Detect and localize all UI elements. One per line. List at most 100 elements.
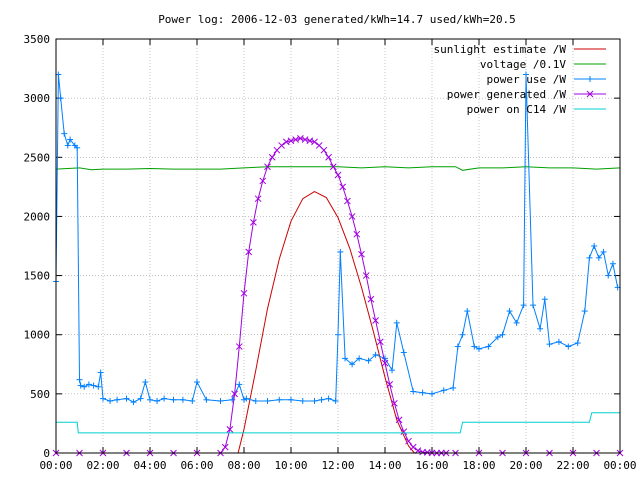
marker-d2 xyxy=(221,443,229,451)
data-point xyxy=(64,142,71,149)
data-point xyxy=(325,153,332,161)
data-point xyxy=(221,443,229,451)
marker-d2 xyxy=(367,295,375,303)
marker-d2 xyxy=(329,163,337,171)
x-tick-label: 04:00 xyxy=(133,459,166,472)
x-tick-label: 20:00 xyxy=(509,459,542,472)
data-point xyxy=(61,130,68,137)
data-point xyxy=(130,399,137,406)
x-tick-label: 12:00 xyxy=(321,459,354,472)
data-point xyxy=(339,183,347,191)
y-tick-label: 1000 xyxy=(24,329,51,342)
legend-label-3: power generated /W xyxy=(447,88,567,101)
data-point xyxy=(499,331,506,338)
marker-d2 xyxy=(344,197,351,205)
series-4 xyxy=(56,412,620,434)
data-point xyxy=(189,397,196,404)
marker-d2 xyxy=(339,183,347,191)
data-point xyxy=(348,213,356,220)
data-point xyxy=(376,338,384,346)
data-point xyxy=(391,399,398,407)
data-point xyxy=(217,397,224,404)
x-axis: 00:00 02:00 04:00 06:00 08:00 10:00 12:00 14:00… xyxy=(39,39,637,472)
data-point xyxy=(154,397,161,404)
data-point xyxy=(325,395,332,402)
data-point xyxy=(356,355,363,362)
marker-d2 xyxy=(358,250,365,258)
data-point xyxy=(170,396,177,403)
data-point xyxy=(57,95,64,102)
marker-d2 xyxy=(245,248,253,256)
data-point xyxy=(311,138,318,146)
data-point xyxy=(250,218,257,226)
data-point xyxy=(329,163,337,171)
data-point xyxy=(245,248,253,256)
marker-d2 xyxy=(226,425,234,433)
legend-label-2: power use /W xyxy=(487,73,567,86)
data-point xyxy=(100,395,106,402)
data-point xyxy=(555,338,562,345)
data-point xyxy=(226,425,234,433)
data-point xyxy=(334,171,342,179)
data-point xyxy=(74,144,81,151)
data-point xyxy=(231,390,238,398)
data-point xyxy=(276,396,283,403)
marker-d2 xyxy=(315,142,323,149)
series-line-1 xyxy=(55,166,621,171)
legend-label-1: voltage /0.1V xyxy=(480,58,566,71)
data-point xyxy=(76,376,83,383)
data-point xyxy=(107,397,114,404)
data-point xyxy=(476,345,482,352)
data-point xyxy=(485,343,492,350)
data-point xyxy=(537,325,544,332)
data-point xyxy=(288,396,294,403)
data-point xyxy=(372,351,379,358)
marker-d2 xyxy=(254,195,262,203)
marker-d2 xyxy=(353,230,361,238)
plot-frame xyxy=(55,38,621,454)
x-tick-label: 08:00 xyxy=(227,459,260,472)
data-point xyxy=(95,383,102,390)
y-axis: 0 500 1000 1500 2000 2500 3000 3500 xyxy=(24,33,620,460)
data-point xyxy=(259,177,267,185)
data-point xyxy=(386,381,394,388)
marker-d2 xyxy=(586,90,594,98)
x-tick-label: 10:00 xyxy=(274,459,307,472)
data-point xyxy=(235,343,243,350)
marker-d2 xyxy=(348,213,356,220)
data-point xyxy=(520,302,527,309)
data-point xyxy=(464,308,471,315)
data-point xyxy=(337,248,344,255)
data-point xyxy=(344,197,351,205)
data-point xyxy=(367,295,375,303)
data-point xyxy=(393,319,400,326)
data-point xyxy=(342,355,349,362)
marker-d2 xyxy=(287,137,295,145)
marker-d2 xyxy=(264,163,271,171)
legend-marker-3 xyxy=(586,90,594,98)
data-point xyxy=(600,248,607,255)
data-point xyxy=(382,355,388,362)
data-point xyxy=(523,71,529,78)
data-point xyxy=(90,382,97,389)
data-point xyxy=(194,379,200,386)
marker-d2 xyxy=(334,171,342,179)
data-point xyxy=(67,136,74,143)
data-point xyxy=(236,381,243,388)
data-point xyxy=(349,361,356,368)
data-point xyxy=(264,397,271,404)
data-point xyxy=(77,382,84,389)
x-tick-label: 00:00 xyxy=(603,459,636,472)
marker-d2 xyxy=(268,153,276,161)
data-point xyxy=(264,163,271,171)
marker-d2 xyxy=(395,416,403,424)
grid xyxy=(55,38,621,454)
series-line-0 xyxy=(237,191,415,454)
x-tick-label: 16:00 xyxy=(415,459,448,472)
data-point xyxy=(332,397,339,404)
legend-label-0: sunlight estimate /W xyxy=(434,43,567,56)
data-point xyxy=(591,243,598,249)
series-1 xyxy=(55,166,621,171)
data-point xyxy=(85,381,92,388)
